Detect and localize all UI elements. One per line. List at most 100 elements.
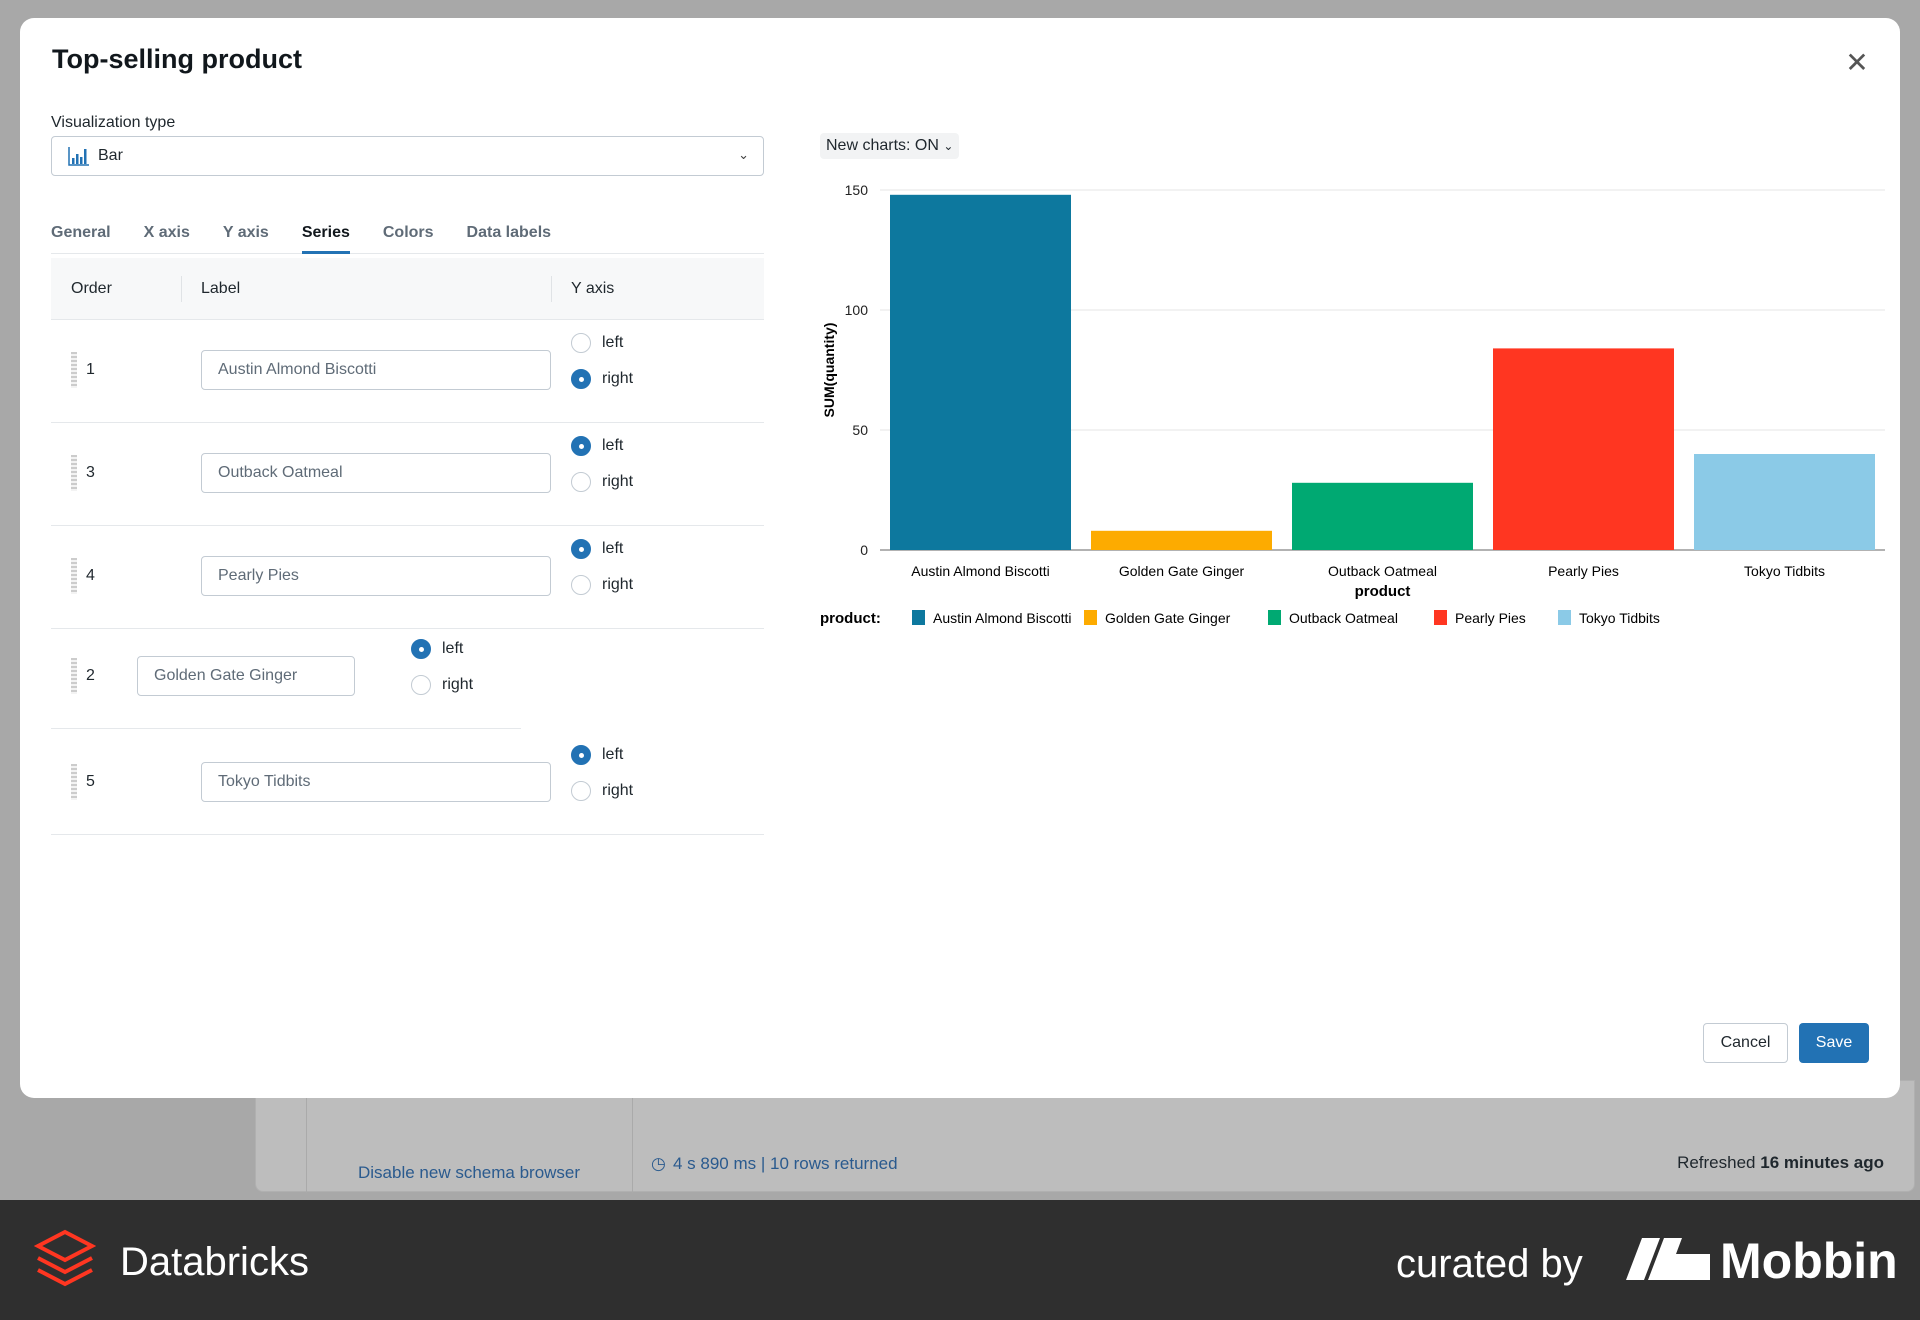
- bar[interactable]: [1091, 530, 1272, 550]
- series-order: 1: [86, 361, 95, 378]
- series-label-input[interactable]: [201, 453, 551, 493]
- legend-label[interactable]: Outback Oatmeal: [1289, 610, 1398, 626]
- legend-title: product:: [820, 610, 881, 627]
- drag-handle[interactable]: [71, 658, 77, 694]
- legend-swatch: [1268, 610, 1281, 625]
- radio-label: right: [602, 576, 634, 593]
- radio-label: right: [602, 473, 634, 490]
- radio-circle[interactable]: [571, 575, 591, 595]
- legend-swatch: [912, 610, 925, 625]
- refreshed-status: Refreshed 16 minutes ago: [1677, 1153, 1884, 1173]
- drag-handle[interactable]: [71, 455, 77, 491]
- y-axis-right-radio[interactable]: right: [571, 781, 633, 801]
- new-charts-toggle[interactable]: New charts: ON ⌄: [820, 133, 960, 159]
- bar[interactable]: [1493, 348, 1674, 550]
- bar[interactable]: [1694, 454, 1875, 550]
- y-axis-right-radio[interactable]: right: [571, 472, 633, 492]
- radio-label: right: [442, 676, 474, 693]
- series-label-input[interactable]: [201, 762, 551, 802]
- radio-circle[interactable]: [571, 539, 591, 559]
- footer-bar: Databricks curated by Mobbin: [0, 1200, 1920, 1320]
- column-y-axis: Y axis: [571, 280, 615, 297]
- radio-circle[interactable]: [571, 745, 591, 765]
- x-axis-title: product: [1355, 583, 1411, 600]
- viz-type-value: Bar: [98, 147, 123, 164]
- databricks-logo-icon: [34, 1229, 96, 1287]
- y-axis-left-radio[interactable]: left: [571, 539, 623, 559]
- radio-circle[interactable]: [571, 436, 591, 456]
- edit-visualization-dialog: Top-selling product ✕ Visualization type…: [20, 18, 1900, 1098]
- series-row: 3 left right: [51, 423, 764, 526]
- x-tick-label: Austin Almond Biscotti: [911, 563, 1050, 579]
- tab-colors[interactable]: Colors: [382, 224, 434, 241]
- tab-data-labels[interactable]: Data labels: [466, 224, 552, 241]
- save-button[interactable]: Save: [1799, 1023, 1869, 1063]
- x-tick-label: Golden Gate Ginger: [1119, 563, 1245, 579]
- y-axis-right-radio[interactable]: right: [571, 369, 633, 389]
- tab-x-axis[interactable]: X axis: [143, 224, 190, 241]
- drag-handle[interactable]: [71, 764, 77, 800]
- radio-circle[interactable]: [411, 675, 431, 695]
- legend-swatch: [1084, 610, 1097, 625]
- radio-label: left: [442, 640, 464, 657]
- y-axis-left-radio[interactable]: left: [571, 745, 623, 765]
- radio-circle[interactable]: [571, 369, 591, 389]
- settings-tabs: General X axis Y axis Series Colors Data…: [51, 204, 764, 254]
- viz-type-select[interactable]: Bar ⌄: [51, 136, 764, 176]
- tab-y-axis[interactable]: Y axis: [222, 224, 269, 241]
- series-label-input[interactable]: [201, 350, 551, 390]
- y-axis-title: SUM(quantity): [821, 323, 837, 418]
- viz-type-label: Visualization type: [51, 114, 176, 131]
- divider: [306, 1081, 307, 1193]
- tab-series[interactable]: Series: [301, 204, 350, 254]
- series-label-input[interactable]: [201, 556, 551, 596]
- bar[interactable]: [1292, 482, 1473, 550]
- y-axis-left-radio[interactable]: left: [571, 436, 623, 456]
- legend-label[interactable]: Golden Gate Ginger: [1105, 610, 1231, 626]
- legend-label[interactable]: Austin Almond Biscotti: [933, 610, 1072, 626]
- y-axis-right-radio[interactable]: right: [571, 575, 633, 595]
- divider: [181, 276, 182, 302]
- radio-circle[interactable]: [411, 639, 431, 659]
- drag-handle[interactable]: [71, 558, 77, 594]
- y-axis-left-radio[interactable]: left: [411, 639, 463, 659]
- curated-by-label: curated by: [1396, 1242, 1583, 1286]
- series-row: 2 left right: [51, 626, 521, 729]
- radio-circle[interactable]: [571, 781, 591, 801]
- legend-swatch: [1434, 610, 1447, 625]
- radio-circle[interactable]: [571, 472, 591, 492]
- new-charts-label: New charts: ON: [826, 137, 939, 154]
- legend-label[interactable]: Pearly Pies: [1455, 610, 1526, 626]
- column-label: Label: [201, 280, 241, 297]
- series-label-input[interactable]: [137, 656, 355, 696]
- radio-label: right: [602, 782, 634, 799]
- radio-circle[interactable]: [571, 333, 591, 353]
- bar[interactable]: [890, 194, 1071, 551]
- radio-label: left: [602, 334, 624, 351]
- y-tick-label: 150: [845, 182, 869, 198]
- series-order: 2: [86, 667, 95, 684]
- close-icon[interactable]: ✕: [1845, 47, 1869, 78]
- mobbin-name: Mobbin: [1720, 1233, 1898, 1289]
- legend-label[interactable]: Tokyo Tidbits: [1579, 610, 1660, 626]
- brand-name: Databricks: [120, 1240, 309, 1284]
- x-tick-label: Outback Oatmeal: [1328, 563, 1437, 579]
- background-results-panel: Disable new schema browser ◷ 4 s 890 ms …: [255, 1080, 1915, 1193]
- divider: [632, 1081, 633, 1193]
- y-axis-right-radio[interactable]: right: [411, 675, 473, 695]
- series-order: 3: [86, 464, 95, 481]
- chevron-down-icon: ⌄: [943, 139, 954, 153]
- clock-icon: ◷: [651, 1154, 666, 1173]
- disable-schema-browser-link[interactable]: Disable new schema browser: [358, 1163, 581, 1182]
- divider: [551, 276, 552, 302]
- y-tick-label: 100: [845, 302, 869, 318]
- bar-chart: 0 50 100 150 SUM(quantity) Austin Almond Bisc…: [820, 182, 1885, 627]
- radio-label: right: [602, 370, 634, 387]
- series-row: 4 left right: [51, 526, 764, 629]
- tab-general[interactable]: General: [51, 224, 111, 241]
- cancel-button[interactable]: Cancel: [1703, 1023, 1788, 1063]
- refreshed-label: Refreshed: [1677, 1153, 1756, 1172]
- drag-handle[interactable]: [71, 352, 77, 388]
- series-row: 1 left right: [51, 320, 764, 423]
- y-axis-left-radio[interactable]: left: [571, 333, 623, 353]
